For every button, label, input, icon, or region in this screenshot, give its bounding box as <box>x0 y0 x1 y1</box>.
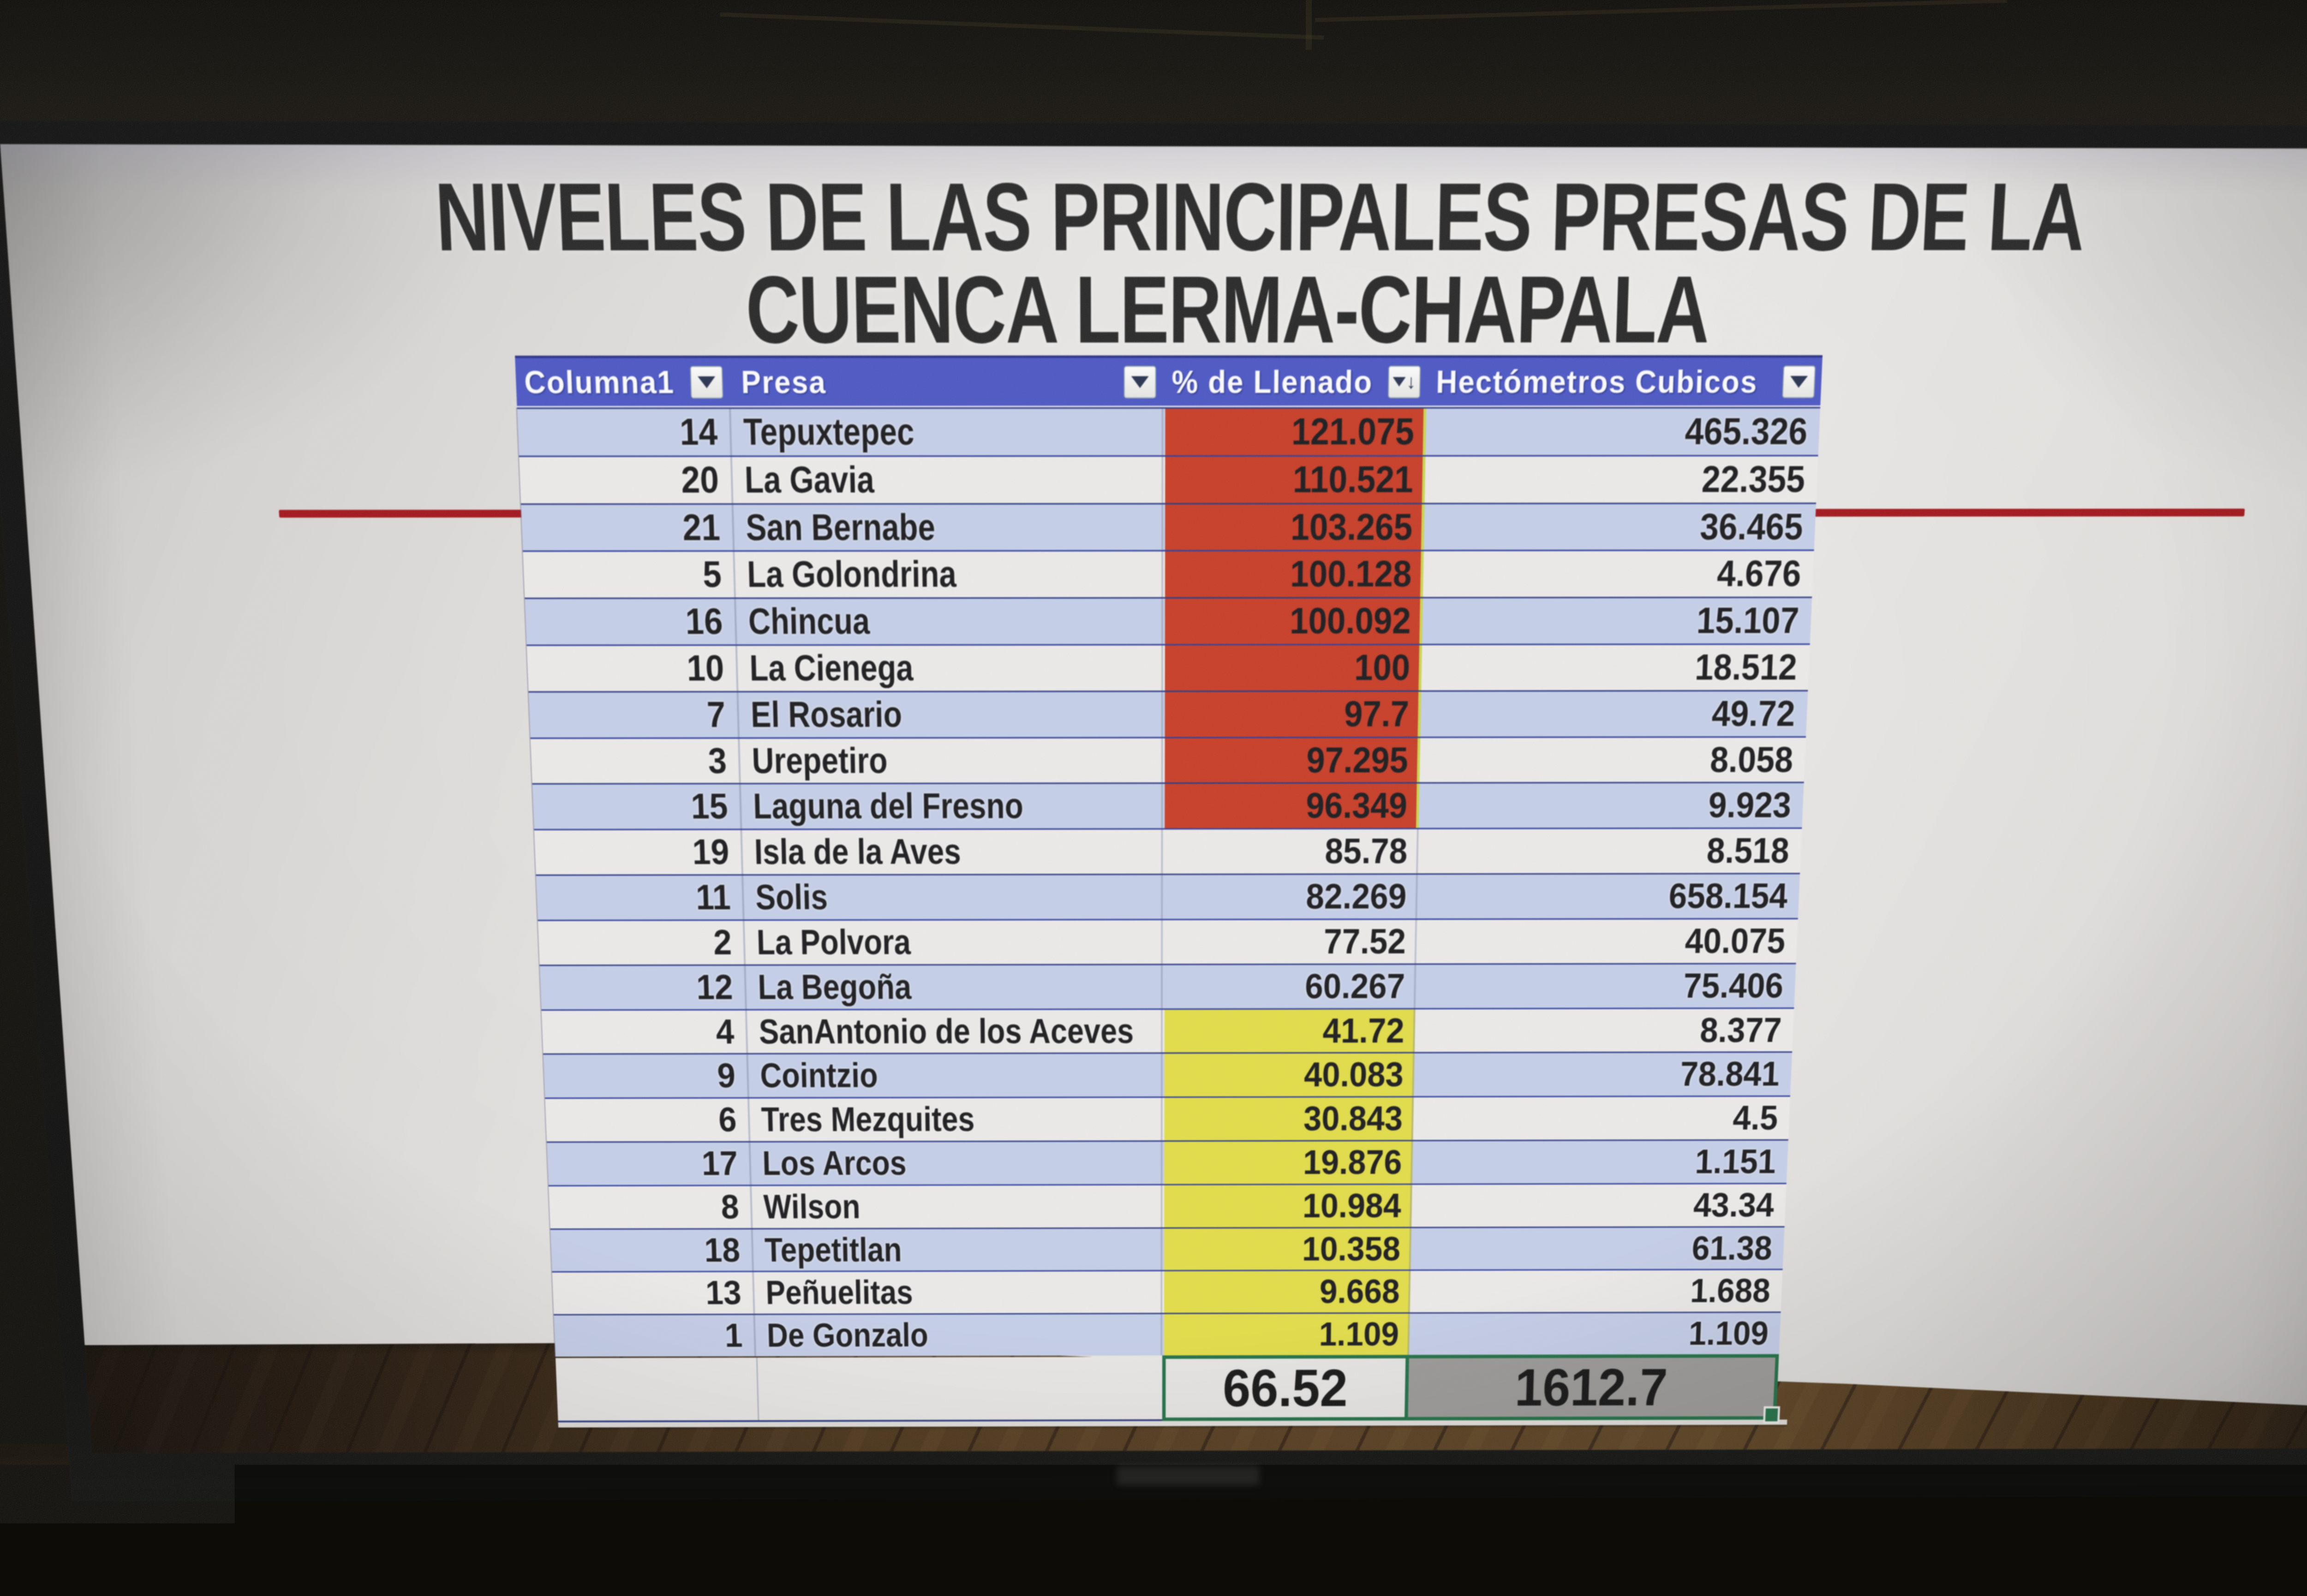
tv-perspective-plane: NIVELES DE LAS PRINCIPALES PRESAS DE LA … <box>0 0 2307 1559</box>
tv-screen: NIVELES DE LAS PRINCIPALES PRESAS DE LA … <box>0 0 2307 1559</box>
tv-brand-logo <box>1117 1466 1260 1485</box>
tv-stand <box>947 1502 1449 1536</box>
screen-vignette <box>0 0 2307 1559</box>
